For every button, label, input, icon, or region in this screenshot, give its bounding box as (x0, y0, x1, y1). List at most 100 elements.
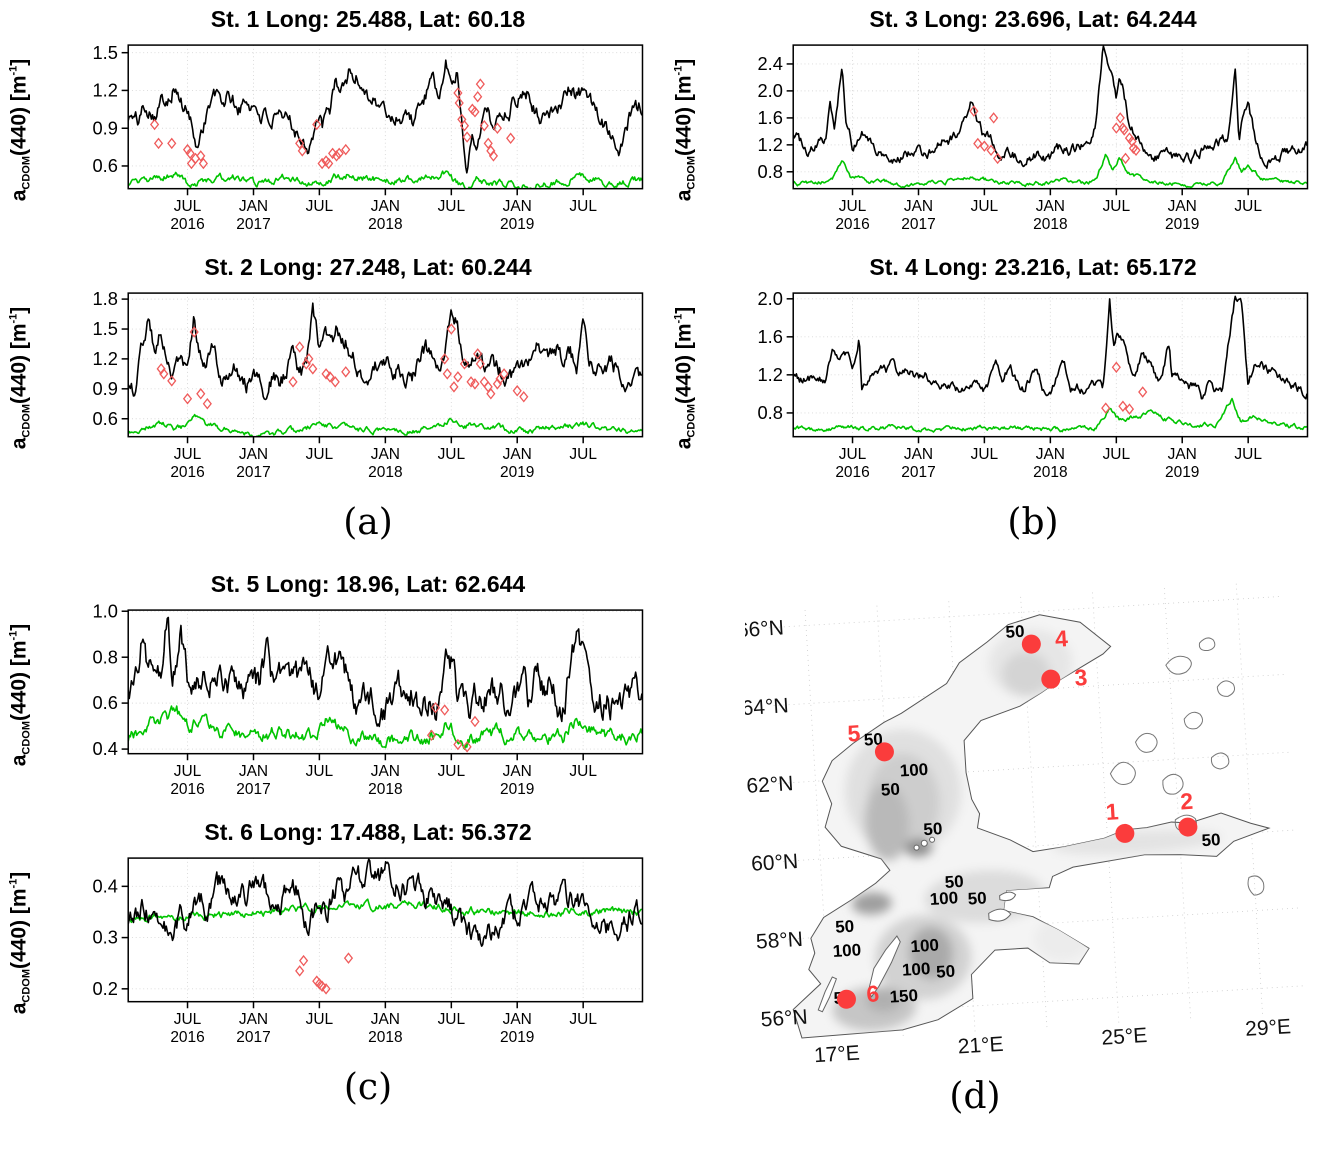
svg-text:2018: 2018 (1033, 216, 1067, 233)
svg-text:JAN: JAN (371, 763, 400, 780)
chart-title-st6: St. 6 Long: 17.488, Lat: 56.372 (204, 819, 532, 845)
svg-text:0.8: 0.8 (757, 161, 782, 182)
svg-text:2019: 2019 (500, 216, 534, 233)
svg-text:1.5: 1.5 (92, 318, 117, 339)
y-axis-label: aCDOM(440) [m-1] (7, 58, 33, 201)
svg-text:50: 50 (967, 889, 987, 909)
svg-text:21°E: 21°E (957, 1033, 1004, 1059)
y-axis-label: aCDOM(440) [m-1] (672, 306, 698, 449)
svg-text:56°N: 56°N (760, 1006, 808, 1032)
svg-text:60°N: 60°N (751, 850, 799, 876)
svg-text:2018: 2018 (368, 1029, 402, 1046)
svg-text:JUL: JUL (839, 198, 867, 215)
svg-text:JAN: JAN (503, 446, 532, 463)
svg-text:JAN: JAN (904, 198, 933, 215)
svg-text:1.8: 1.8 (92, 288, 117, 309)
svg-text:JAN: JAN (503, 1011, 532, 1028)
map-labels-and-stations: 5050100505050501005050100100100501505066… (736, 616, 1292, 1068)
y-axis-label: aCDOM(440) [m-1] (7, 871, 33, 1014)
svg-text:2016: 2016 (835, 464, 869, 481)
svg-text:50: 50 (936, 962, 956, 982)
svg-text:JAN: JAN (1036, 198, 1065, 215)
svg-text:JUL: JUL (174, 1011, 202, 1028)
svg-text:50: 50 (880, 780, 900, 800)
svg-text:JUL: JUL (569, 763, 597, 780)
svg-text:2016: 2016 (170, 216, 204, 233)
svg-text:1.6: 1.6 (757, 107, 782, 128)
svg-text:JAN: JAN (1036, 446, 1065, 463)
svg-text:29°E: 29°E (1245, 1015, 1292, 1041)
svg-text:6: 6 (866, 980, 880, 1007)
svg-text:2017: 2017 (236, 781, 270, 798)
panel-label-d: (d) (949, 1076, 1001, 1117)
svg-text:2016: 2016 (170, 1029, 204, 1046)
svg-text:0.3: 0.3 (92, 927, 117, 948)
timeseries-chart-st5: St. 5 Long: 18.96, Lat: 62.644 aCDOM(440… (0, 571, 650, 809)
svg-text:2016: 2016 (835, 216, 869, 233)
svg-text:50: 50 (835, 917, 855, 937)
svg-text:64°N: 64°N (745, 694, 789, 720)
svg-text:JUL: JUL (569, 1011, 597, 1028)
bathymetry-shading (832, 629, 1222, 1031)
svg-text:17°E: 17°E (813, 1042, 860, 1068)
panel-label-a: (a) (343, 502, 393, 543)
svg-text:62°N: 62°N (746, 772, 794, 798)
y-axis-label: aCDOM(440) [m-1] (7, 306, 33, 449)
svg-text:50: 50 (1201, 830, 1221, 850)
panel-d: 5050100505050501005050100100100501505066… (665, 571, 1343, 1158)
panel-c: St. 5 Long: 18.96, Lat: 62.644 aCDOM(440… (0, 571, 665, 1158)
svg-text:JAN: JAN (904, 446, 933, 463)
svg-text:JAN: JAN (239, 763, 268, 780)
svg-text:JUL: JUL (839, 446, 867, 463)
svg-text:JAN: JAN (503, 198, 532, 215)
svg-text:0.9: 0.9 (92, 117, 117, 138)
svg-text:JAN: JAN (503, 763, 532, 780)
timeseries-chart-st6: St. 6 Long: 17.488, Lat: 56.372 aCDOM(44… (0, 819, 650, 1057)
svg-text:100: 100 (899, 760, 928, 781)
svg-text:2017: 2017 (236, 464, 270, 481)
svg-text:2019: 2019 (1165, 464, 1199, 481)
svg-text:JAN: JAN (239, 198, 268, 215)
svg-text:0.6: 0.6 (92, 155, 117, 176)
timeseries-chart-st2: St. 2 Long: 27.248, Lat: 60.244 aCDOM(44… (0, 254, 650, 492)
svg-text:2019: 2019 (500, 464, 534, 481)
svg-text:2018: 2018 (368, 464, 402, 481)
svg-text:JUL: JUL (438, 446, 466, 463)
svg-text:2017: 2017 (901, 216, 935, 233)
svg-text:2.4: 2.4 (757, 53, 782, 74)
panel-label-c: (c) (343, 1067, 393, 1108)
y-axis-label: aCDOM(440) [m-1] (672, 58, 698, 201)
chart-title-st1: St. 1 Long: 25.488, Lat: 60.18 (210, 6, 526, 32)
svg-text:2016: 2016 (170, 464, 204, 481)
svg-text:JUL: JUL (174, 198, 202, 215)
svg-text:JUL: JUL (569, 198, 597, 215)
panel-label-b: (b) (1007, 502, 1059, 543)
svg-text:JUL: JUL (306, 763, 334, 780)
svg-text:0.6: 0.6 (92, 692, 117, 713)
svg-text:5: 5 (847, 720, 862, 747)
svg-text:1.0: 1.0 (92, 600, 117, 621)
svg-text:150: 150 (889, 986, 918, 1007)
svg-text:JUL: JUL (306, 446, 334, 463)
svg-text:JUL: JUL (569, 446, 597, 463)
svg-text:0.4: 0.4 (92, 875, 117, 896)
station-map: 5050100505050501005050100100100501505066… (736, 579, 1343, 1076)
svg-text:0.2: 0.2 (92, 978, 117, 999)
svg-text:58°N: 58°N (755, 928, 803, 954)
svg-text:JUL: JUL (306, 198, 334, 215)
panel-a: St. 1 Long: 25.488, Lat: 60.18 aCDOM(440… (0, 6, 665, 571)
svg-text:JUL: JUL (438, 763, 466, 780)
svg-text:JAN: JAN (371, 1011, 400, 1028)
svg-text:JUL: JUL (1103, 198, 1131, 215)
svg-text:2: 2 (1179, 788, 1193, 815)
svg-text:1.2: 1.2 (92, 348, 117, 369)
svg-text:JAN: JAN (1168, 446, 1197, 463)
svg-text:2018: 2018 (368, 781, 402, 798)
chart-title-st5: St. 5 Long: 18.96, Lat: 62.644 (210, 571, 526, 597)
svg-text:JAN: JAN (1168, 198, 1197, 215)
svg-text:0.6: 0.6 (92, 408, 117, 429)
svg-text:100: 100 (929, 888, 958, 909)
svg-text:JUL: JUL (438, 198, 466, 215)
